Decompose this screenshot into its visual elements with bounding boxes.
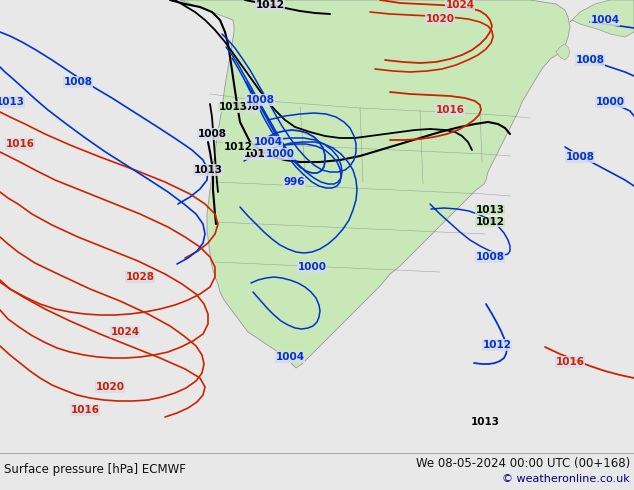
Text: 996: 996 bbox=[283, 177, 305, 187]
Polygon shape bbox=[180, 0, 570, 368]
Text: 1008: 1008 bbox=[231, 102, 259, 112]
Text: 1008: 1008 bbox=[245, 95, 275, 105]
Text: 1000: 1000 bbox=[595, 97, 624, 107]
Text: 1008: 1008 bbox=[566, 152, 595, 162]
Text: 1016: 1016 bbox=[436, 105, 465, 115]
Text: 1000: 1000 bbox=[297, 262, 327, 272]
Text: 1013: 1013 bbox=[243, 149, 273, 159]
Text: 1013: 1013 bbox=[193, 165, 223, 175]
Text: 1020: 1020 bbox=[96, 382, 124, 392]
Text: 1012: 1012 bbox=[256, 0, 285, 10]
Text: 1008: 1008 bbox=[63, 77, 93, 87]
Polygon shape bbox=[556, 44, 570, 60]
Text: 1008: 1008 bbox=[576, 55, 604, 65]
Text: 1024: 1024 bbox=[446, 0, 475, 10]
Polygon shape bbox=[570, 0, 634, 37]
Text: 1008: 1008 bbox=[198, 129, 226, 139]
Text: 1004: 1004 bbox=[275, 352, 304, 362]
Text: 1028: 1028 bbox=[126, 272, 155, 282]
Text: 1013: 1013 bbox=[476, 205, 505, 215]
Text: 1008: 1008 bbox=[476, 252, 505, 262]
Text: 1012: 1012 bbox=[224, 142, 252, 152]
Text: 1013: 1013 bbox=[470, 417, 500, 427]
Text: 1012: 1012 bbox=[476, 217, 505, 227]
Text: 1024: 1024 bbox=[110, 327, 139, 337]
Text: 1004: 1004 bbox=[590, 15, 619, 25]
Text: 1004: 1004 bbox=[254, 137, 283, 147]
Text: © weatheronline.co.uk: © weatheronline.co.uk bbox=[502, 474, 630, 484]
Text: Surface pressure [hPa] ECMWF: Surface pressure [hPa] ECMWF bbox=[4, 463, 186, 476]
Text: 1013: 1013 bbox=[0, 97, 25, 107]
Text: 1016: 1016 bbox=[70, 405, 100, 415]
Text: We 08-05-2024 00:00 UTC (00+168): We 08-05-2024 00:00 UTC (00+168) bbox=[416, 457, 630, 470]
Text: 1012: 1012 bbox=[482, 340, 512, 350]
Text: 1000: 1000 bbox=[266, 149, 295, 159]
Text: 1020: 1020 bbox=[425, 14, 455, 24]
Text: 1013: 1013 bbox=[219, 102, 247, 112]
Text: 1016: 1016 bbox=[6, 139, 34, 149]
Text: 1016: 1016 bbox=[555, 357, 585, 367]
